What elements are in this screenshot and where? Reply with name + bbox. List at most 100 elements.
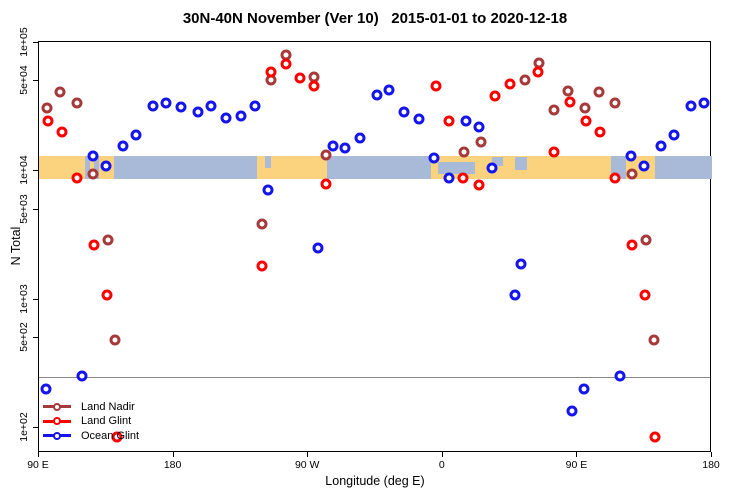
- data-point: [473, 121, 485, 133]
- data-point: [443, 172, 455, 183]
- data-point: [312, 242, 324, 254]
- data-point: [160, 97, 172, 109]
- legend-circle-icon: [53, 431, 61, 440]
- data-point: [87, 150, 99, 162]
- x-tick-label: 180: [163, 459, 182, 471]
- legend-marker-icon: [43, 402, 71, 411]
- legend-circle-icon: [53, 402, 61, 411]
- x-tick-label: 90 E: [27, 459, 49, 471]
- land-segment: [89, 156, 95, 179]
- x-tick-label: 90 W: [294, 459, 320, 471]
- legend-label: Land Glint: [81, 415, 132, 428]
- data-point: [457, 172, 469, 183]
- data-point: [578, 383, 590, 395]
- data-point: [548, 104, 560, 116]
- data-point: [71, 97, 83, 109]
- x-tick-label: 0: [438, 459, 445, 471]
- data-point: [509, 289, 521, 301]
- data-point: [294, 72, 306, 84]
- data-point: [308, 80, 320, 92]
- data-point: [580, 115, 592, 127]
- data-point: [489, 90, 501, 102]
- data-point: [609, 172, 621, 183]
- data-point: [256, 260, 268, 272]
- legend-marker-icon: [43, 417, 71, 426]
- legend-label: Land Nadir: [81, 400, 135, 413]
- data-point: [220, 112, 232, 124]
- ocean-segment: [85, 156, 90, 179]
- data-point: [639, 289, 651, 301]
- data-point: [205, 100, 217, 112]
- data-point: [504, 78, 516, 90]
- y-tick: [33, 41, 38, 43]
- data-point: [473, 179, 485, 191]
- legend-item: Land Glint: [41, 414, 139, 429]
- x-tick: [441, 452, 443, 457]
- x-tick: [172, 452, 174, 457]
- x-tick-label: 90 E: [565, 459, 588, 471]
- legend-marker-icon: [43, 431, 71, 440]
- data-point: [413, 113, 425, 125]
- data-point: [566, 405, 578, 417]
- y-tick-label: 1e+03: [18, 283, 30, 314]
- data-point: [111, 431, 123, 443]
- threshold-line: [39, 376, 710, 379]
- data-point: [192, 106, 204, 118]
- y-tick-label: 5e+04: [18, 65, 30, 95]
- chart-title: 30N-40N November (Ver 10) 2015-01-01 to …: [182, 10, 568, 27]
- y-tick: [33, 208, 38, 210]
- data-point: [579, 102, 591, 114]
- data-point: [638, 160, 650, 172]
- x-tick: [38, 452, 39, 457]
- y-tick: [33, 80, 38, 82]
- data-point: [562, 85, 574, 97]
- data-point: [655, 140, 667, 152]
- y-tick-label: 1e+05: [18, 26, 30, 57]
- data-point: [339, 142, 351, 154]
- data-point: [548, 146, 560, 158]
- data-point: [265, 66, 277, 78]
- data-point: [175, 101, 187, 113]
- y-tick-label: 5e+02: [18, 322, 30, 352]
- data-point: [398, 106, 410, 118]
- data-point: [56, 126, 68, 138]
- ocean-segment: [326, 156, 431, 179]
- data-point: [87, 168, 99, 180]
- y-tick-label: 1e+04: [18, 155, 30, 185]
- data-point: [668, 129, 680, 141]
- legend: Land Nadir Land Glint Ocean Glint: [41, 400, 139, 444]
- x-tick: [307, 452, 309, 457]
- y-tick: [33, 337, 38, 339]
- data-point: [626, 168, 638, 180]
- ocean-segment: [94, 156, 99, 179]
- data-point: [640, 234, 652, 246]
- ocean-patch: [515, 157, 527, 170]
- y-tick: [33, 427, 38, 428]
- data-point: [102, 234, 114, 246]
- data-point: [649, 431, 661, 443]
- ocean-segment: [654, 156, 712, 179]
- data-point: [698, 97, 710, 109]
- data-point: [532, 66, 544, 78]
- data-point: [685, 100, 697, 112]
- data-point: [88, 239, 100, 251]
- data-point: [100, 160, 112, 172]
- ocean-patch: [492, 157, 503, 167]
- legend-item: Land Nadir: [41, 400, 139, 415]
- data-point: [320, 178, 332, 190]
- data-point: [354, 132, 366, 144]
- y-tick-label: 1e+02: [18, 412, 30, 442]
- data-point: [42, 115, 54, 127]
- x-tick: [576, 452, 578, 457]
- data-point: [564, 96, 576, 108]
- ocean-patch: [264, 156, 271, 168]
- data-point: [609, 97, 621, 109]
- data-point: [101, 289, 113, 301]
- data-point: [593, 86, 605, 98]
- data-point: [648, 334, 660, 346]
- data-point: [519, 74, 531, 86]
- data-point: [40, 383, 52, 395]
- data-point: [486, 162, 498, 174]
- y-tick: [33, 298, 38, 300]
